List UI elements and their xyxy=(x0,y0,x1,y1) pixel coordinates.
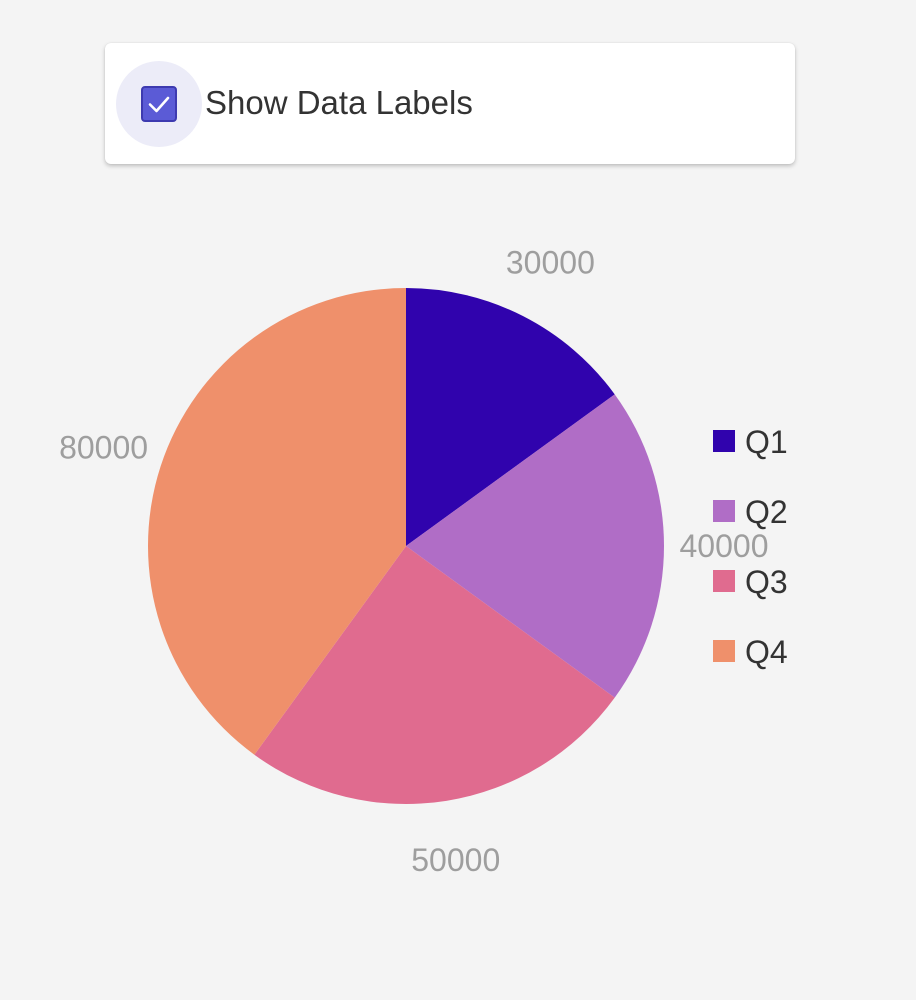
data-label-q3: 50000 xyxy=(411,842,500,878)
data-label-q2: 40000 xyxy=(680,528,769,564)
data-labels: 30000 40000 50000 80000 xyxy=(59,245,768,878)
legend-label-q4[interactable]: Q4 xyxy=(745,634,788,670)
show-data-labels-label: Show Data Labels xyxy=(205,84,473,121)
pie-slice-q4[interactable] xyxy=(148,288,406,755)
show-data-labels-checkbox[interactable] xyxy=(116,61,202,147)
check-icon xyxy=(148,96,170,113)
data-label-q1: 30000 xyxy=(506,245,595,281)
checkbox-box[interactable] xyxy=(141,86,177,122)
legend-label-q3[interactable]: Q3 xyxy=(745,564,788,600)
pie-slice-q3[interactable] xyxy=(254,546,615,804)
pie-slices xyxy=(148,288,664,804)
legend-swatch-q2 xyxy=(713,500,735,522)
legend-label-q1[interactable]: Q1 xyxy=(745,424,788,460)
legend-swatch-q3 xyxy=(713,570,735,592)
legend-swatch-q1 xyxy=(713,430,735,452)
pie-slice-q1[interactable] xyxy=(406,288,615,546)
legend-label-q2[interactable]: Q2 xyxy=(745,494,788,530)
data-label-q4: 80000 xyxy=(59,430,148,466)
chart-legend: Q1 Q2 Q3 Q4 xyxy=(713,424,788,670)
options-card: Show Data Labels xyxy=(105,43,795,164)
pie-slice-q2[interactable] xyxy=(406,394,664,698)
legend-swatch-q4 xyxy=(713,640,735,662)
